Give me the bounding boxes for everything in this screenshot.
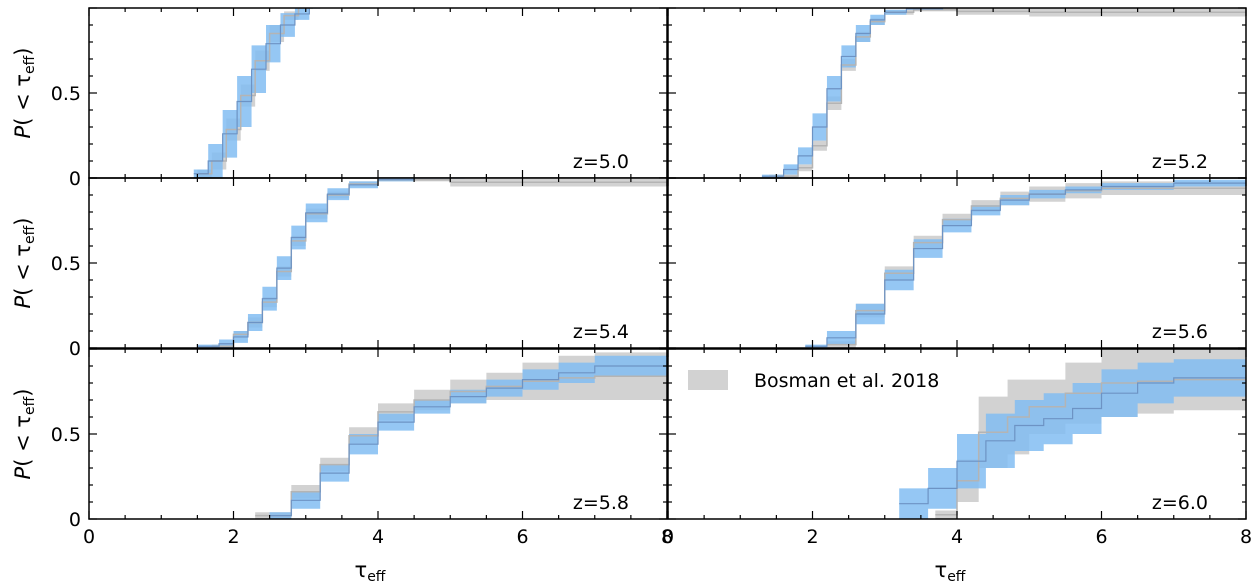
observed-band [255,349,667,519]
simulation-median-line [805,181,1246,347]
y-axis-label: P( < τeff) [11,48,38,139]
simulation-band [899,355,1246,519]
y-axis-label: P( < τeff) [11,389,38,480]
panel-z-5.4: 0 0.5 P( < τeff) z=5.4 [11,177,668,360]
panels-layer: 0 0.5 P( < τeff) z=5.0 z=5.2 0 0.5 P( < τeff) z=… [11,7,1252,548]
simulation-band [805,178,1246,348]
panel-z-6.0: 0 2 4 6 8 z=6.0 Bosman et al. 2018 [662,348,1252,548]
y-tick-label: 0 [69,338,81,360]
simulation-median-line [761,8,944,177]
x-tick-label: 4 [951,526,963,548]
panel-redshift-label: z=5.0 [573,151,629,173]
y-tick-label: 0.5 [51,83,81,105]
x-axis-label-left: τeff [355,558,386,585]
simulation-median-line [193,8,321,175]
x-tick-label: 8 [1240,526,1252,548]
x-tick-label: 6 [1095,526,1107,548]
legend-swatch [688,370,728,390]
y-tick-label: 0.5 [51,253,81,275]
observed-median-line [935,378,1246,516]
simulation-median-line [197,178,465,347]
panel-z-5.6: z=5.6 [667,177,1247,349]
panel-data [899,349,1246,519]
simulation-median-line [269,360,667,517]
x-tick-label: 2 [227,526,239,548]
panel-redshift-label: z=5.2 [1152,151,1208,173]
x-tick-label: 4 [372,526,384,548]
y-tick-label: 0 [69,509,81,531]
simulation-band [197,178,465,348]
panel-data [193,8,321,178]
panel-data [805,178,1246,348]
y-tick-label: 0 [69,168,81,190]
simulation-band [193,8,321,178]
simulation-median-line [899,374,1246,505]
x-axis-label-right: τeff [935,558,966,585]
y-axis-label: P( < τeff) [11,218,38,309]
panel-redshift-label: z=5.4 [573,321,629,343]
x-tick-label: 2 [806,526,818,548]
x-tick-label: 6 [516,526,528,548]
simulation-band [761,8,943,178]
panel-z-5.0: 0 0.5 P( < τeff) z=5.0 [11,7,668,190]
panel-z-5.8: 0 0.5 P( < τeff) 0 2 4 6 8 z=5.8 [11,348,673,548]
panel-redshift-label: z=5.6 [1152,321,1208,343]
x-tick-label: 8 [661,526,673,548]
y-tick-label: 0.5 [51,424,81,446]
x-tick-label: 0 [662,526,674,548]
axes-labels-layer: τeff τeff [355,558,966,585]
panel-data [255,349,667,519]
panel-z-5.2: z=5.2 [667,7,1247,179]
panel-redshift-label: z=6.0 [1152,492,1208,514]
panel-redshift-label: z=5.8 [573,492,629,514]
legend-label: Bosman et al. 2018 [754,370,939,392]
x-tick-label: 0 [83,526,95,548]
